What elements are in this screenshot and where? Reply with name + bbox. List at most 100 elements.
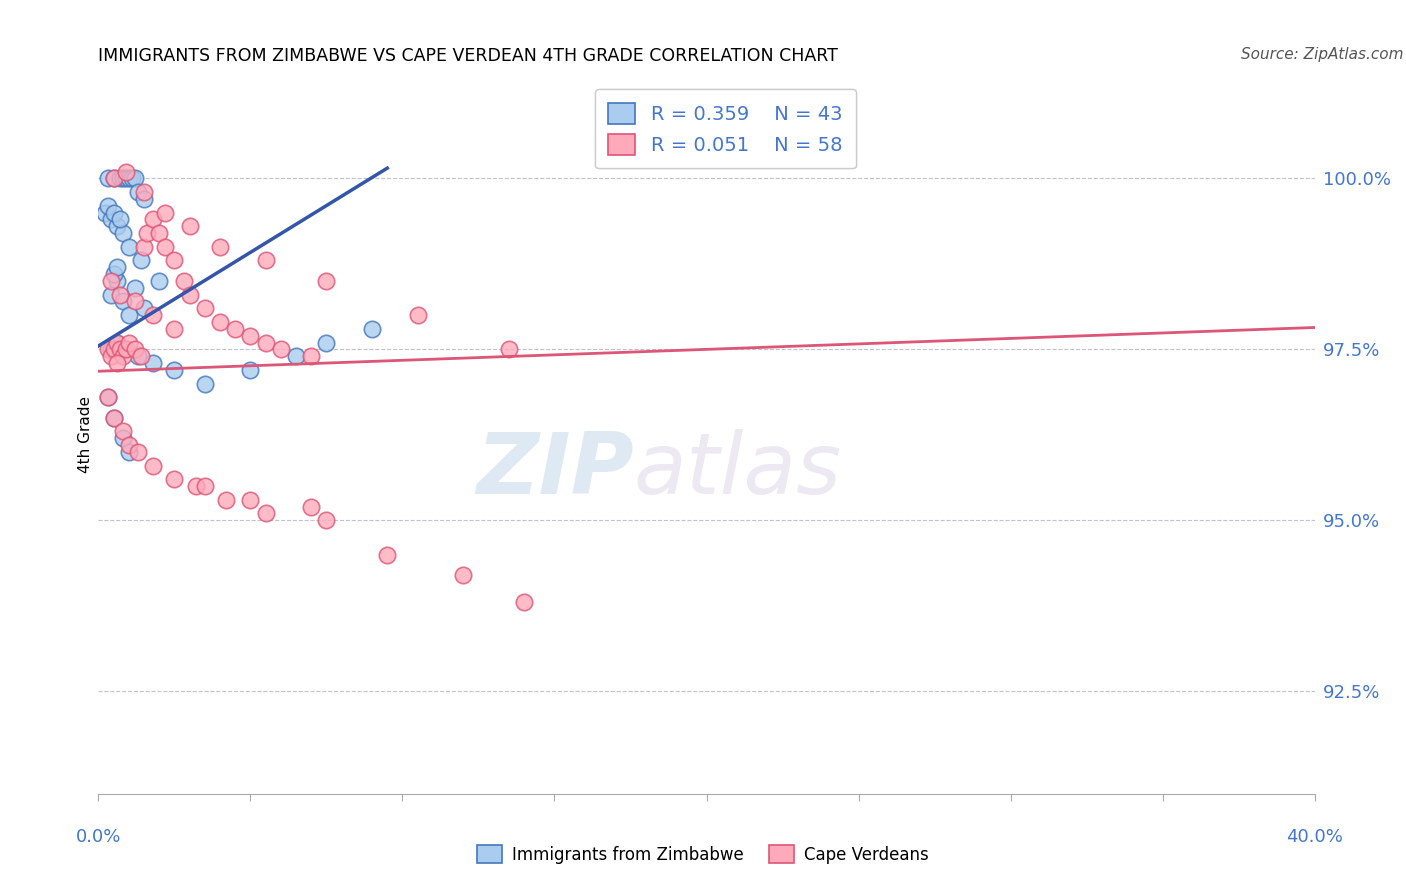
Point <box>118 308 141 322</box>
Point <box>103 171 125 186</box>
Point <box>142 458 165 473</box>
Point <box>453 568 475 582</box>
Point <box>108 343 131 357</box>
Point <box>155 240 177 254</box>
Point <box>96 199 118 213</box>
Point <box>108 212 131 227</box>
Point <box>155 205 177 219</box>
Point <box>163 253 186 268</box>
Point <box>118 335 141 350</box>
Text: Source: ZipAtlas.com: Source: ZipAtlas.com <box>1240 47 1403 62</box>
Point <box>103 410 125 425</box>
Point <box>129 253 152 268</box>
Point <box>270 343 292 357</box>
Point <box>108 287 131 301</box>
Point <box>209 315 232 329</box>
Point <box>118 438 141 452</box>
Point <box>100 287 122 301</box>
Point <box>118 171 141 186</box>
Point <box>215 492 238 507</box>
Point <box>108 171 131 186</box>
Point <box>184 479 207 493</box>
Point <box>103 343 125 357</box>
Point <box>127 445 149 459</box>
Point <box>224 322 246 336</box>
Point <box>299 349 322 363</box>
Point <box>315 335 337 350</box>
Point <box>103 205 125 219</box>
Point <box>132 301 155 316</box>
Y-axis label: 4th Grade: 4th Grade <box>77 396 93 474</box>
Point <box>136 226 159 240</box>
Point <box>105 274 128 288</box>
Point <box>100 349 122 363</box>
Point <box>209 240 232 254</box>
Point <box>299 500 322 514</box>
Point <box>96 390 118 404</box>
Point <box>132 240 155 254</box>
Point <box>194 376 217 391</box>
Point <box>114 343 136 357</box>
Point <box>194 479 217 493</box>
Point <box>111 226 134 240</box>
Point <box>93 205 115 219</box>
Text: 0.0%: 0.0% <box>76 828 121 846</box>
Point <box>96 390 118 404</box>
Point <box>142 356 165 370</box>
Point <box>239 492 262 507</box>
Point <box>124 171 146 186</box>
Point <box>315 274 337 288</box>
Point <box>124 281 146 295</box>
Point <box>105 335 128 350</box>
Point <box>129 349 152 363</box>
Point <box>361 322 384 336</box>
Point <box>105 219 128 234</box>
Text: IMMIGRANTS FROM ZIMBABWE VS CAPE VERDEAN 4TH GRADE CORRELATION CHART: IMMIGRANTS FROM ZIMBABWE VS CAPE VERDEAN… <box>98 47 838 65</box>
Point <box>103 267 125 281</box>
Legend: Immigrants from Zimbabwe, Cape Verdeans: Immigrants from Zimbabwe, Cape Verdeans <box>471 838 935 871</box>
Legend: R = 0.359    N = 43, R = 0.051    N = 58: R = 0.359 N = 43, R = 0.051 N = 58 <box>595 89 856 169</box>
Point <box>163 363 186 377</box>
Point <box>96 171 118 186</box>
Point <box>124 294 146 309</box>
Point <box>315 513 337 527</box>
Point <box>100 212 122 227</box>
Point <box>285 349 308 363</box>
Point <box>111 294 134 309</box>
Point <box>148 274 170 288</box>
Point <box>111 431 134 445</box>
Point <box>163 322 186 336</box>
Point <box>406 308 429 322</box>
Point <box>111 425 134 439</box>
Point <box>103 410 125 425</box>
Point <box>124 343 146 357</box>
Point <box>179 287 201 301</box>
Point <box>114 171 136 186</box>
Point <box>118 445 141 459</box>
Point <box>179 219 201 234</box>
Point <box>96 343 118 357</box>
Point <box>105 260 128 275</box>
Point <box>127 185 149 199</box>
Point <box>111 171 134 186</box>
Point <box>118 240 141 254</box>
Point <box>127 349 149 363</box>
Point <box>114 164 136 178</box>
Point <box>105 335 128 350</box>
Point <box>142 212 165 227</box>
Point <box>194 301 217 316</box>
Point <box>148 226 170 240</box>
Point <box>239 328 262 343</box>
Point <box>100 343 122 357</box>
Text: ZIP: ZIP <box>475 429 634 512</box>
Point <box>132 185 155 199</box>
Point <box>132 192 155 206</box>
Point <box>513 595 536 609</box>
Point <box>103 171 125 186</box>
Point <box>163 472 186 486</box>
Point <box>375 548 398 562</box>
Point <box>239 363 262 377</box>
Point <box>121 171 143 186</box>
Point <box>111 349 134 363</box>
Point <box>498 343 520 357</box>
